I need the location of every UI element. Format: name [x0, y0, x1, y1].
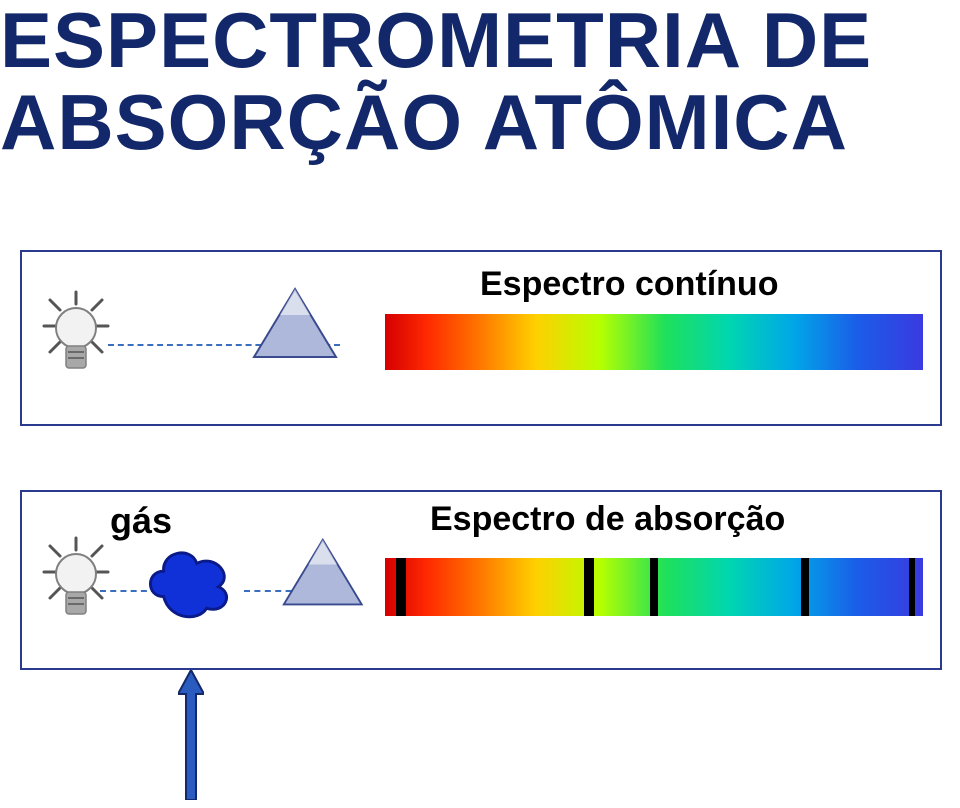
lightbulb-icon [40, 536, 112, 637]
label-absorption-spectrum: Espectro de absorção [430, 500, 785, 539]
prism-icon [280, 536, 366, 615]
absorption-line [584, 558, 594, 616]
page-title: ESPECTROMETRIA DE ABSORÇÃO ATÔMICA [0, 0, 960, 164]
title-line-2: ABSORÇÃO ATÔMICA [0, 82, 960, 164]
prism-icon [250, 285, 340, 368]
absorption-line [650, 558, 658, 616]
label-continuous-spectrum: Espectro contínuo [480, 265, 778, 304]
absorption-line [909, 558, 915, 616]
label-gas: gás [110, 500, 172, 542]
title-line-1: ESPECTROMETRIA DE [0, 0, 960, 82]
spectrum-absorption [385, 558, 923, 616]
gas-cloud-icon [140, 538, 238, 620]
absorption-line [396, 558, 406, 616]
lightbulb-icon [40, 290, 112, 391]
spectrum-continuous [385, 314, 923, 370]
absorption-line [801, 558, 809, 616]
arrow-up-icon [178, 670, 204, 805]
